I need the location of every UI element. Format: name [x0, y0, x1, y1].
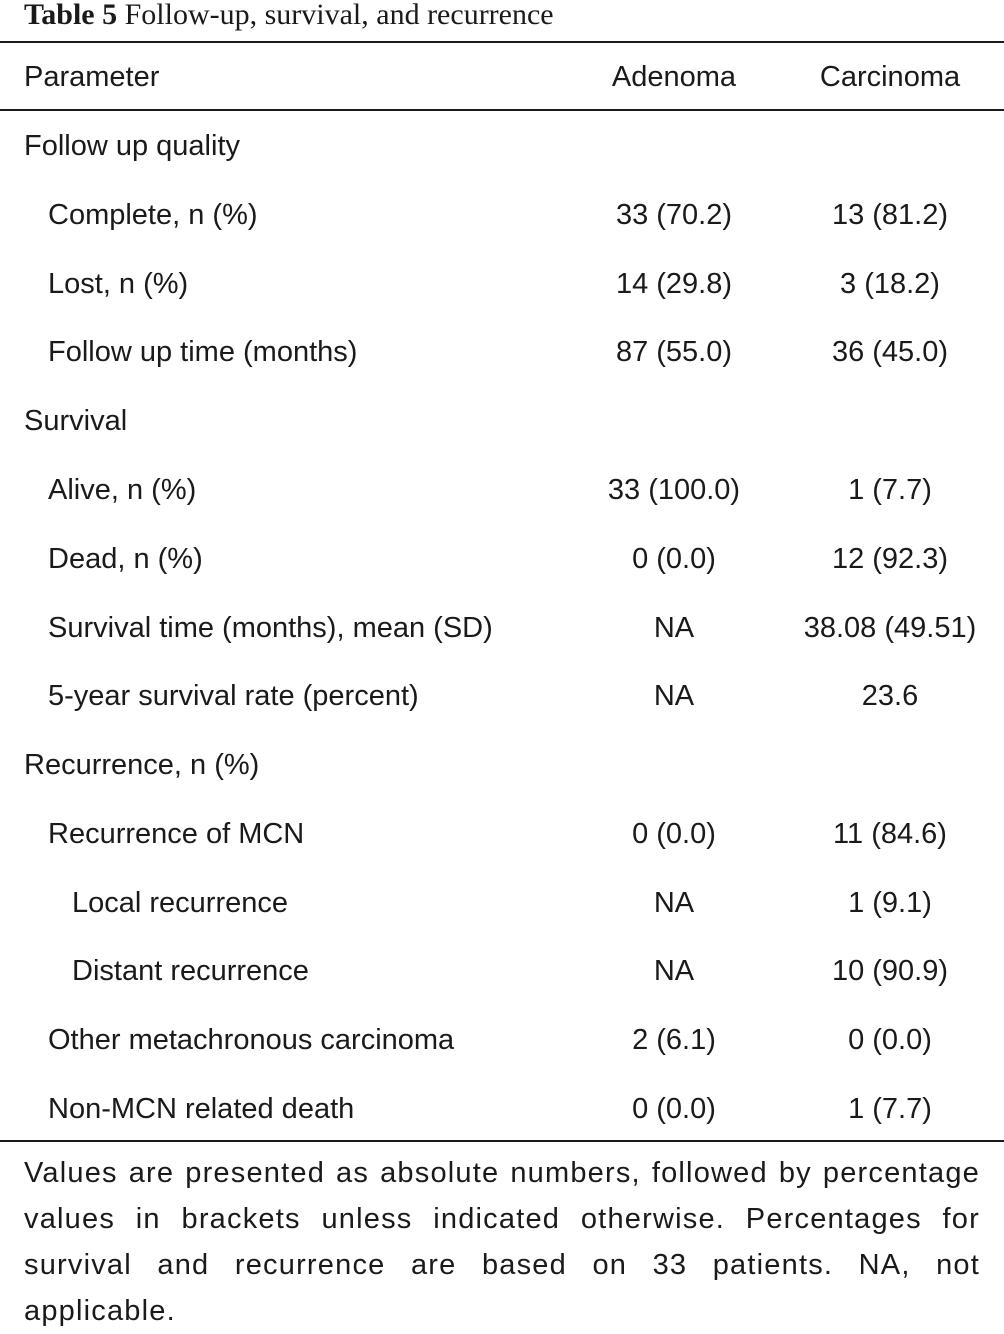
row-adenoma: NA: [653, 612, 695, 644]
row-adenoma: 14 (29.8): [615, 268, 733, 300]
bottom-rule: [0, 1140, 1004, 1142]
row-carcinoma: 1 (7.7): [848, 474, 932, 506]
table-number: Table 5: [24, 0, 118, 31]
row-adenoma: NA: [653, 680, 695, 712]
header-rule: [0, 109, 1004, 111]
row-carcinoma: 1 (7.7): [848, 1093, 932, 1125]
header-parameter: Parameter: [24, 61, 160, 93]
row-adenoma: NA: [653, 887, 695, 919]
row-carcinoma: 36 (45.0): [831, 336, 949, 368]
row-carcinoma: 10 (90.9): [831, 955, 949, 987]
row-carcinoma: 13 (81.2): [831, 199, 949, 231]
row-carcinoma: 11 (84.6): [833, 818, 947, 850]
row-label: Other metachronous carcinoma: [48, 1024, 455, 1056]
table-row: Distant recurrence NA 10 (90.9): [0, 937, 1004, 1006]
row-carcinoma: [790, 731, 990, 800]
table-row: Dead, n (%) 0 (0.0) 12 (92.3): [0, 525, 1004, 594]
row-label: Follow up time (months): [48, 336, 358, 368]
table-row: Complete, n (%) 33 (70.2) 13 (81.2): [0, 181, 1004, 250]
header-carcinoma: Carcinoma: [819, 61, 961, 93]
row-label: Survival: [24, 405, 128, 437]
header-adenoma: Adenoma: [611, 61, 737, 93]
table-row: Survival time (months), mean (SD) NA 38.…: [0, 594, 1004, 663]
row-carcinoma: 23.6: [861, 680, 919, 712]
row-label: Recurrence of MCN: [48, 818, 305, 850]
row-label: Local recurrence: [72, 887, 288, 919]
row-label: Non-MCN related death: [48, 1093, 355, 1125]
row-carcinoma: [790, 112, 990, 181]
row-label: Complete, n (%): [48, 199, 258, 231]
table-row: Recurrence of MCN 0 (0.0) 11 (84.6): [0, 800, 1004, 869]
row-adenoma: 2 (6.1): [632, 1024, 716, 1056]
row-label: Survival time (months), mean (SD): [48, 612, 493, 644]
row-label: Dead, n (%): [48, 543, 203, 575]
table-footnote: Values are presented as absolute numbers…: [24, 1157, 980, 1327]
row-carcinoma: 1 (9.1): [848, 887, 932, 919]
row-carcinoma: 3 (18.2): [840, 268, 940, 300]
row-adenoma: 33 (100.0): [607, 474, 741, 506]
row-carcinoma: 38.08 (49.51): [803, 612, 977, 644]
row-adenoma: NA: [653, 955, 695, 987]
table-row: Follow up time (months) 87 (55.0) 36 (45…: [0, 318, 1004, 387]
row-adenoma: [574, 731, 774, 800]
row-label: Lost, n (%): [48, 268, 189, 300]
table-caption: Table 5 Follow-up, survival, and recurre…: [24, 0, 554, 34]
row-adenoma: 0 (0.0): [632, 1093, 716, 1125]
table-row: Lost, n (%) 14 (29.8) 3 (18.2): [0, 250, 1004, 319]
row-adenoma: 87 (55.0): [615, 336, 733, 368]
table-row: Recurrence, n (%): [0, 731, 1004, 800]
row-adenoma: [574, 387, 774, 456]
top-rule: [0, 41, 1004, 43]
row-label: 5-year survival rate (percent): [48, 680, 419, 712]
row-carcinoma: 0 (0.0): [848, 1024, 932, 1056]
table-row: 5-year survival rate (percent) NA 23.6: [0, 662, 1004, 731]
table-row: Survival: [0, 387, 1004, 456]
row-adenoma: 0 (0.0): [632, 543, 716, 575]
row-carcinoma: 12 (92.3): [831, 543, 949, 575]
table-row: Non-MCN related death 0 (0.0) 1 (7.7): [0, 1075, 1004, 1144]
row-adenoma: 0 (0.0): [632, 818, 716, 850]
row-carcinoma: [790, 387, 990, 456]
table-row: Follow up quality: [0, 112, 1004, 181]
table-row: Alive, n (%) 33 (100.0) 1 (7.7): [0, 456, 1004, 525]
table-row: Other metachronous carcinoma 2 (6.1) 0 (…: [0, 1006, 1004, 1075]
row-adenoma: 33 (70.2): [615, 199, 733, 231]
table-row: Local recurrence NA 1 (9.1): [0, 869, 1004, 938]
table-title: Follow-up, survival, and recurrence: [124, 0, 554, 31]
row-adenoma: [574, 112, 774, 181]
row-label: Distant recurrence: [72, 955, 309, 987]
row-label: Alive, n (%): [48, 474, 197, 506]
row-label: Recurrence, n (%): [24, 749, 260, 781]
row-label: Follow up quality: [24, 130, 240, 162]
table-header-row: Parameter Adenoma Carcinoma: [0, 43, 1004, 112]
